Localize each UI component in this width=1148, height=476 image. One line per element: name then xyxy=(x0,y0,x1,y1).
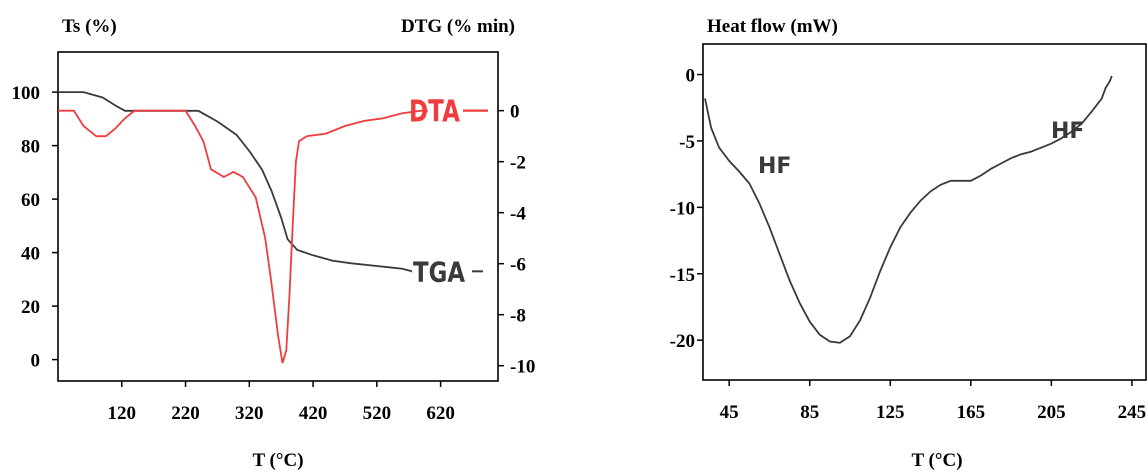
tga-series-line xyxy=(58,91,413,273)
y-tick-label: -20 xyxy=(670,331,695,352)
right-y-tick-label: -8 xyxy=(510,306,526,327)
right-y-tick-label: -10 xyxy=(510,357,535,378)
plot-frame-right xyxy=(702,43,1147,381)
series-group-right: HF HF xyxy=(704,75,1113,344)
y-tick-label: -10 xyxy=(670,198,695,219)
x-tick-label: 45 xyxy=(720,402,739,423)
tga-dta-chart: Ts (%) DTG (% min) 120 220 320 420 520 620 0 2… xyxy=(12,16,536,471)
x-tick-label: 120 xyxy=(108,403,137,424)
x-axis-title-left: T (°C) xyxy=(252,450,303,471)
x-tick-label: 165 xyxy=(957,402,986,423)
y-tick-label: -15 xyxy=(670,265,695,286)
left-y-tick-label: 60 xyxy=(21,190,40,211)
hf-curve-label-right: HF xyxy=(1051,119,1084,144)
heat-flow-series-line xyxy=(704,75,1113,344)
heat-flow-chart: Heat flow (mW) 45 85 125 165 205 245 0 -5 -10 -1… xyxy=(670,16,1147,471)
x-tick-label: 620 xyxy=(426,403,455,424)
left-y-tick-label: 40 xyxy=(21,244,40,265)
right-y-tick-label: -4 xyxy=(510,204,526,225)
left-y-tick-label: 20 xyxy=(21,297,40,318)
y-axis-ticks-right: 0 -5 -10 -15 -20 xyxy=(670,66,703,352)
dta-series-line xyxy=(58,109,428,364)
left-y-tick-label: 80 xyxy=(21,137,40,158)
x-tick-label: 85 xyxy=(800,402,819,423)
left-y-tick-label: 0 xyxy=(31,351,41,372)
left-y-axis-title: Ts (%) xyxy=(62,16,117,37)
tga-curve-label: TGA xyxy=(413,255,465,288)
series-group-left: DTA TGA xyxy=(58,91,488,364)
right-y-tick-label: -2 xyxy=(510,153,526,174)
left-y-axis-ticks: 0 20 40 60 80 100 xyxy=(12,83,58,372)
plot-frame-left xyxy=(57,51,499,382)
right-y-tick-label: 0 xyxy=(510,102,520,123)
right-y-tick-label: -6 xyxy=(510,255,526,276)
x-tick-label: 245 xyxy=(1118,402,1147,423)
x-tick-label: 520 xyxy=(363,403,392,424)
x-tick-label: 320 xyxy=(235,403,264,424)
hf-curve-label-left: HF xyxy=(758,154,791,179)
x-tick-label: 125 xyxy=(876,402,905,423)
x-tick-label: 205 xyxy=(1037,402,1066,423)
y-tick-label: -5 xyxy=(679,132,695,153)
dta-curve-label: DTA xyxy=(409,95,461,130)
right-y-axis-ticks: 0 -2 -4 -6 -8 -10 xyxy=(498,102,535,378)
x-axis-ticks-left: 120 220 320 420 520 620 xyxy=(108,381,455,424)
heat-flow-y-axis-title: Heat flow (mW) xyxy=(707,16,838,37)
x-tick-label: 420 xyxy=(299,403,328,424)
right-y-axis-title: DTG (% min) xyxy=(401,16,515,37)
y-tick-label: 0 xyxy=(686,66,696,87)
x-axis-title-right: T (°C) xyxy=(911,450,962,471)
x-tick-label: 220 xyxy=(171,403,200,424)
left-y-tick-label: 100 xyxy=(12,83,41,104)
x-axis-ticks-right: 45 85 125 165 205 245 xyxy=(720,380,1146,423)
